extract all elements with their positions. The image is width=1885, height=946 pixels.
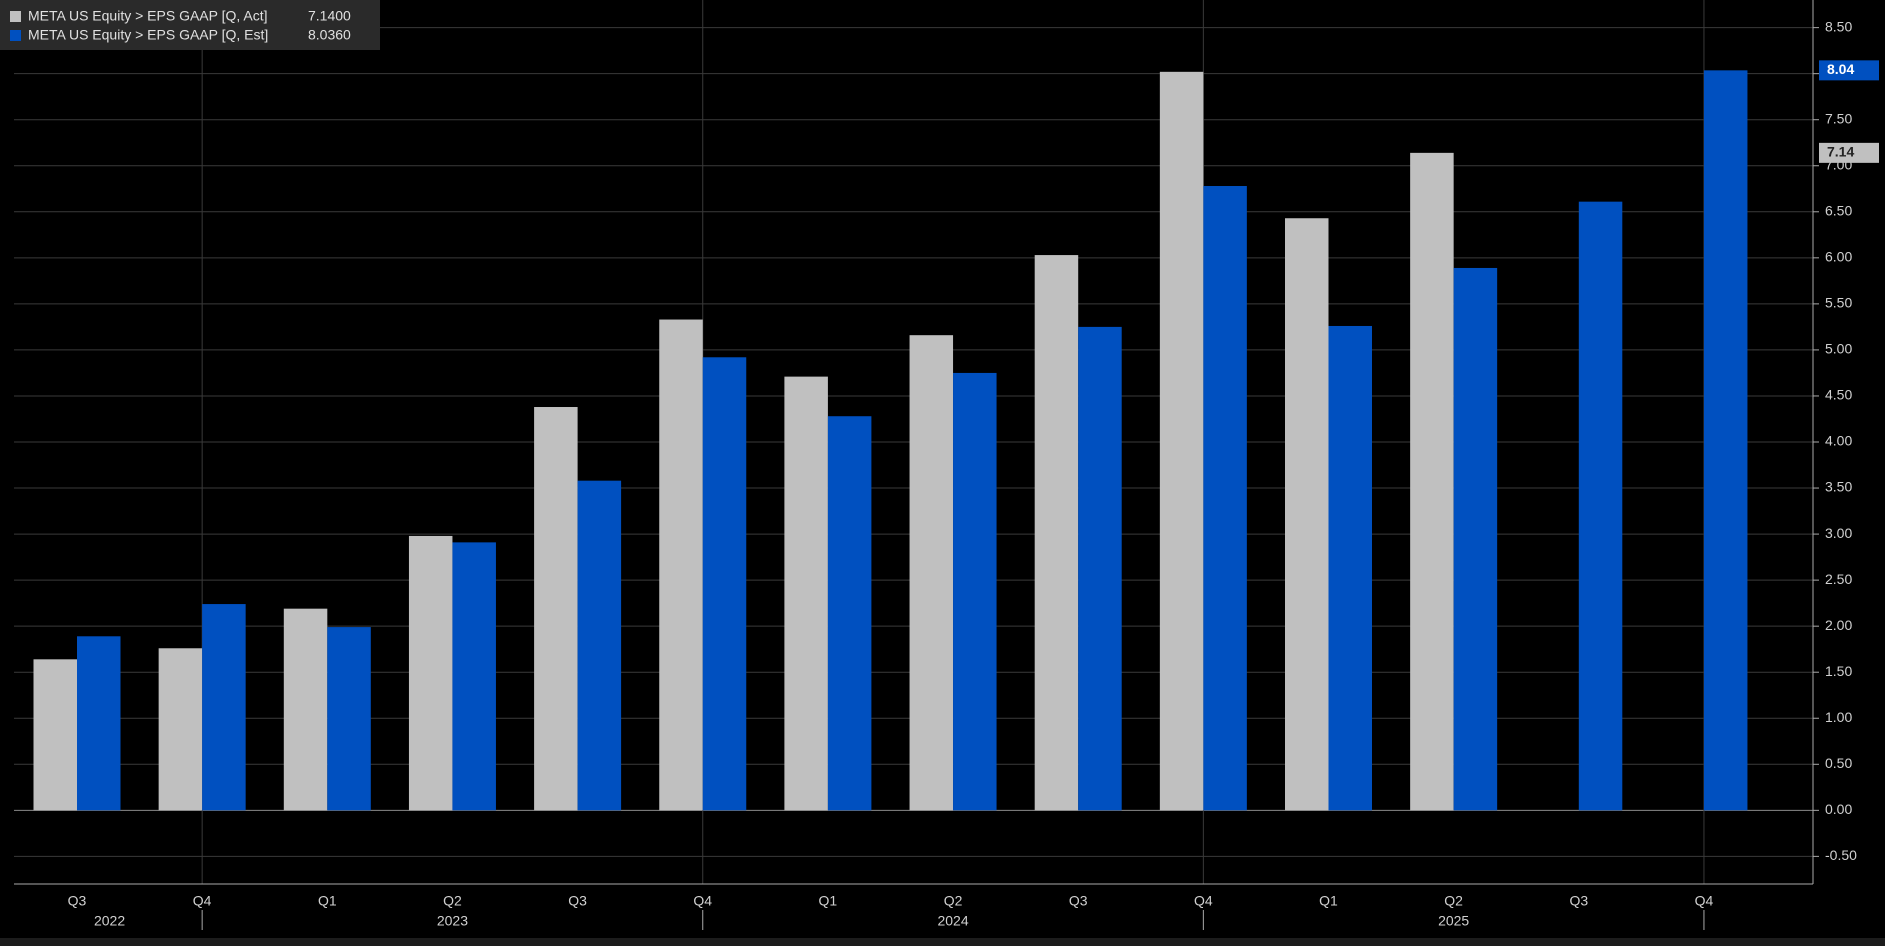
bar: [1203, 186, 1247, 811]
x-tick-label: Q2: [1444, 893, 1463, 909]
bar: [33, 659, 77, 811]
legend-label: META US Equity > EPS GAAP [Q, Est]: [28, 27, 268, 43]
y-tick-label: 4.00: [1825, 433, 1852, 449]
y-tick-label: 3.00: [1825, 525, 1852, 541]
x-tick-label: Q4: [193, 893, 212, 909]
value-tag-bg: [1819, 60, 1879, 81]
value-tag: 7.14: [1827, 144, 1854, 160]
x-tick-label: Q4: [1194, 893, 1213, 909]
x-tick-label: Q1: [819, 893, 838, 909]
bar: [452, 542, 496, 811]
year-label: 2023: [437, 913, 468, 929]
bar: [408, 535, 453, 811]
legend-swatch: [10, 11, 21, 22]
y-tick-label: 2.00: [1825, 617, 1852, 633]
y-tick-label: 6.50: [1825, 202, 1852, 218]
value-tag-bg: [1819, 142, 1879, 163]
legend-value: 8.0360: [308, 27, 351, 43]
year-label: 2024: [937, 913, 968, 929]
bar: [1410, 152, 1454, 811]
bottom-strip: [0, 938, 1885, 946]
y-tick-label: 5.50: [1825, 295, 1852, 311]
bar: [659, 319, 703, 811]
y-tick-label: 1.00: [1825, 709, 1852, 725]
y-tick-label: 8.50: [1825, 18, 1852, 34]
bar: [202, 604, 246, 811]
x-tick-label: Q1: [1319, 893, 1338, 909]
x-tick-label: Q2: [443, 893, 462, 909]
bar: [827, 416, 872, 811]
bar: [1078, 326, 1122, 811]
bar: [158, 648, 203, 811]
bar: [909, 335, 954, 811]
x-tick-label: Q4: [1695, 893, 1714, 909]
y-tick-label: 2.50: [1825, 571, 1852, 587]
bar: [577, 480, 622, 811]
x-tick-label: Q3: [1569, 893, 1588, 909]
bar: [534, 407, 578, 811]
y-tick-label: -0.50: [1825, 847, 1857, 863]
bar: [1285, 218, 1329, 811]
bar: [1328, 325, 1372, 811]
x-tick-label: Q1: [318, 893, 337, 909]
year-label: 2025: [1438, 913, 1469, 929]
y-tick-label: 4.50: [1825, 387, 1852, 403]
legend-label: META US Equity > EPS GAAP [Q, Act]: [28, 8, 268, 24]
x-tick-label: Q4: [693, 893, 712, 909]
x-tick-label: Q3: [68, 893, 87, 909]
bar: [1159, 71, 1204, 811]
year-label: 2022: [94, 913, 125, 929]
bar: [1034, 255, 1079, 811]
y-tick-label: 5.00: [1825, 341, 1852, 357]
legend-value: 7.1400: [308, 8, 351, 24]
y-tick-label: 6.00: [1825, 249, 1852, 265]
y-tick-label: 0.50: [1825, 755, 1852, 771]
legend-bg: [0, 0, 380, 50]
y-tick-label: 3.50: [1825, 479, 1852, 495]
y-tick-label: 1.50: [1825, 663, 1852, 679]
legend-swatch: [10, 30, 21, 41]
x-tick-label: Q3: [568, 893, 587, 909]
bar: [953, 372, 997, 811]
bar: [1703, 70, 1748, 811]
value-tag: 8.04: [1827, 61, 1854, 77]
bar: [1453, 267, 1498, 811]
bar: [77, 636, 121, 811]
x-tick-label: Q2: [944, 893, 963, 909]
bar: [1578, 201, 1623, 811]
bar: [283, 608, 328, 811]
y-tick-label: 0.00: [1825, 801, 1852, 817]
x-tick-label: Q3: [1069, 893, 1088, 909]
bar: [702, 357, 747, 811]
bar: [784, 376, 828, 811]
y-tick-label: 7.50: [1825, 110, 1852, 126]
bar: [327, 627, 371, 811]
